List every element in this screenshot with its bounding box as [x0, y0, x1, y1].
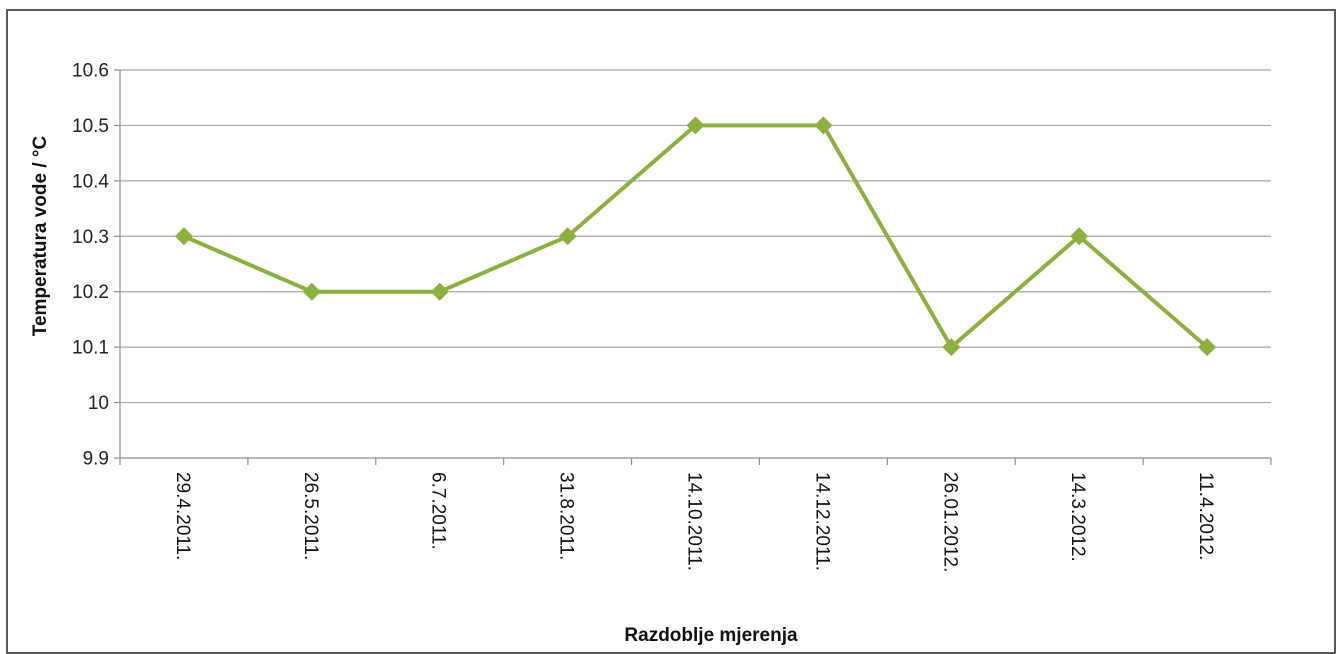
- x-tick-label: 11.4.2012.: [1195, 472, 1216, 560]
- y-axis-ticks: 9.9 10 10.1 10.2 10.3 10.4 10.5 10.6: [72, 61, 120, 470]
- data-point-marker: [302, 282, 321, 301]
- data-point-marker: [942, 338, 961, 357]
- y-axis-title: Temperatura vode / °C: [30, 135, 51, 336]
- series-layer: [174, 116, 1217, 357]
- data-point-marker: [1198, 338, 1217, 357]
- data-point-marker: [814, 116, 833, 135]
- x-tick-label: 14.3.2012.: [1067, 472, 1088, 562]
- y-tick-label: 10.6: [72, 61, 109, 82]
- x-tick-label: 31.8.2011.: [556, 472, 577, 560]
- x-tick-label: 14.10.2011.: [684, 472, 705, 571]
- y-tick-label: 9.9: [83, 449, 109, 470]
- y-tick-label: 10.4: [72, 171, 109, 192]
- x-tick-label: 29.4.2011.: [172, 472, 193, 560]
- y-tick-label: 10.2: [72, 282, 109, 303]
- chart-frame: 9.9 10 10.1 10.2 10.3 10.4 10.5 10.6 29.4.2011.…: [6, 9, 1336, 654]
- data-point-marker: [1070, 227, 1089, 246]
- x-axis-title: Razdoblje mjerenja: [624, 625, 798, 646]
- line-chart: 9.9 10 10.1 10.2 10.3 10.4 10.5 10.6 29.4.2011.…: [30, 61, 1272, 646]
- x-tick-label: 6.7.2011.: [428, 472, 449, 550]
- x-tick-label: 14.12.2011.: [811, 472, 832, 571]
- x-tick-label: 26.5.2011.: [300, 472, 321, 560]
- y-tick-label: 10.5: [72, 116, 109, 137]
- x-axis-ticks: 29.4.2011. 26.5.2011. 6.7.2011. 31.8.2011. 1…: [119, 458, 1272, 572]
- y-tick-label: 10.1: [72, 338, 109, 359]
- x-tick-label: 26.01.2012.: [939, 472, 960, 572]
- y-tick-label: 10: [88, 393, 109, 414]
- y-tick-label: 10.3: [72, 227, 109, 248]
- data-point-marker: [430, 282, 449, 301]
- data-point-marker: [174, 227, 193, 246]
- data-point-marker: [686, 116, 705, 135]
- data-point-marker: [558, 227, 577, 246]
